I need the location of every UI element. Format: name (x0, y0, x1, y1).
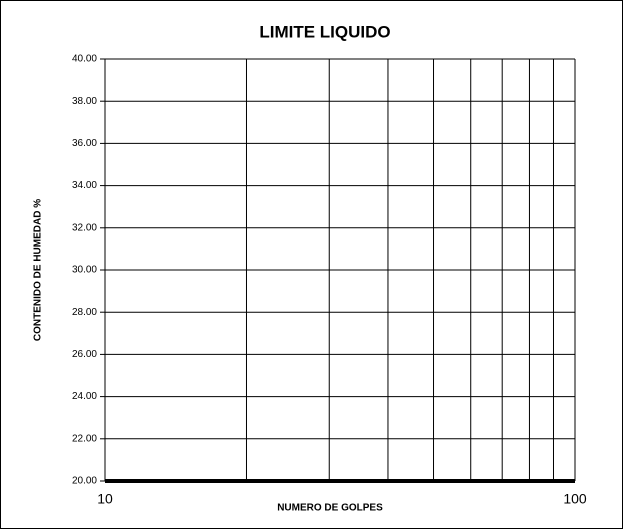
y-tick-label: 22.00 (72, 433, 97, 444)
y-tick-label: 28.00 (72, 307, 97, 318)
y-tick-label: 30.00 (72, 265, 97, 276)
y-tick-label: 40.00 (72, 54, 97, 65)
x-tick-label: 10 (97, 491, 113, 507)
y-tick-label: 34.00 (72, 180, 97, 191)
y-tick-label: 38.00 (72, 96, 97, 107)
y-axis-label: CONTENIDO DE HUMEDAD % (33, 199, 44, 341)
y-tick-label: 36.00 (72, 138, 97, 149)
y-tick-label: 20.00 (72, 476, 97, 487)
x-axis-label: NUMERO DE GOLPES (277, 503, 383, 514)
y-tick-label: 26.00 (72, 349, 97, 360)
x-tick-label: 100 (563, 491, 587, 507)
chart-title: LIMITE LIQUIDO (259, 22, 390, 41)
y-tick-label: 32.00 (72, 222, 97, 233)
y-tick-label: 24.00 (72, 391, 97, 402)
